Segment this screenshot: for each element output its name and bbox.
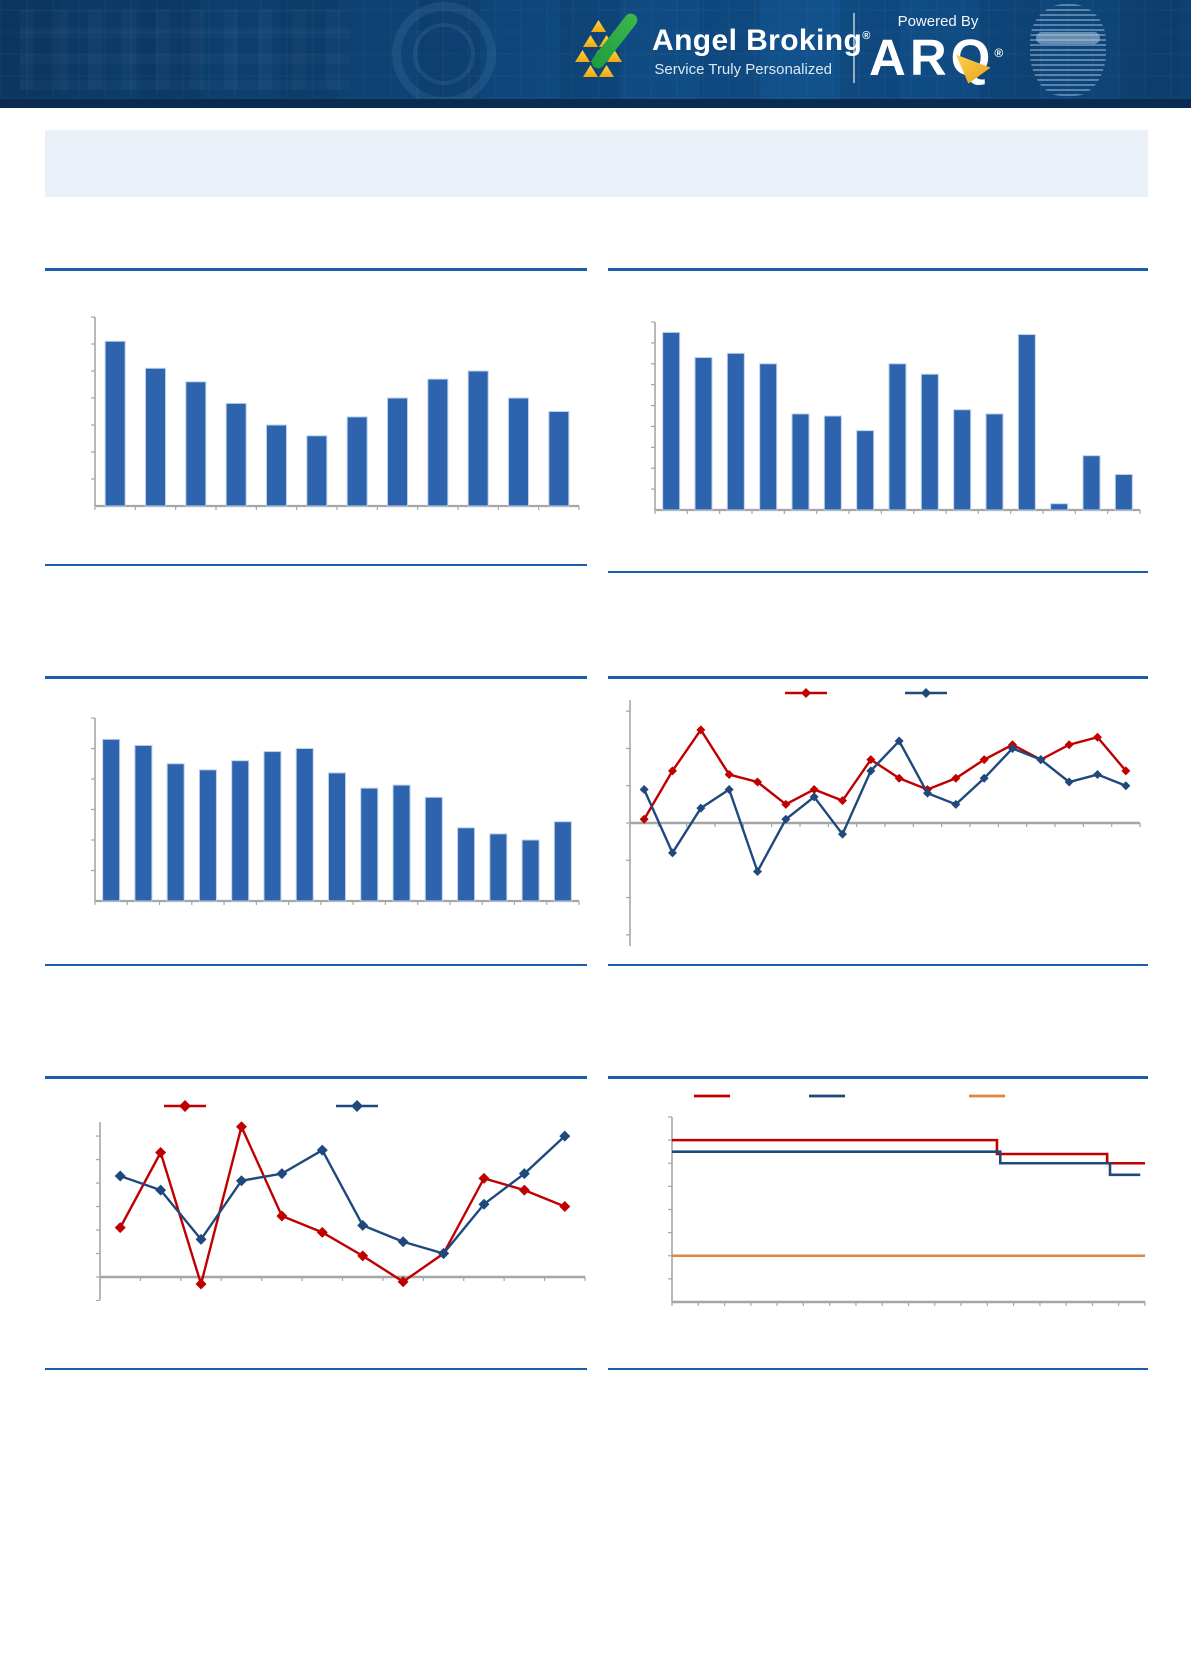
step-chart-bottom-right	[668, 1094, 1146, 1306]
chart-source-rule	[608, 571, 1148, 573]
chart-source-rule	[608, 1368, 1148, 1370]
bar-chart-middle-left	[91, 717, 580, 905]
digital-head-graphic	[1030, 4, 1106, 96]
logo-triangle	[591, 20, 606, 32]
chart-source-rule	[45, 964, 587, 966]
chart-header-rule	[45, 268, 587, 271]
bar-chart-top-right	[651, 321, 1141, 514]
logo-triangle	[583, 35, 598, 47]
powered-by-label: Powered By	[897, 13, 979, 30]
line-chart-middle-right	[626, 688, 1141, 946]
brand-name: Angel Broking®	[652, 24, 871, 57]
arq-logo: ARQ®	[869, 29, 1004, 86]
brand-tagline: Service Truly Personalized	[654, 61, 832, 78]
angel-broking-logo-icon	[568, 8, 650, 90]
header-banner: Angel Broking® Service Truly Personalize…	[0, 0, 1191, 99]
chart-header-rule	[608, 676, 1148, 679]
registered-mark: ®	[994, 46, 1004, 60]
chart-header-rule	[608, 1076, 1148, 1079]
chart-header-rule	[45, 676, 587, 679]
logo-triangle	[575, 50, 590, 62]
header-ring-decoration	[392, 2, 496, 99]
report-title-box	[45, 130, 1148, 197]
bar-chart-top-left	[91, 316, 580, 510]
chart-header-rule	[45, 1076, 587, 1079]
line-chart-bottom-left	[96, 1100, 586, 1302]
logo-green-slash	[589, 10, 640, 72]
header-bottom-strip	[0, 99, 1191, 108]
registered-mark: ®	[862, 30, 871, 42]
chart-source-rule	[45, 1368, 587, 1370]
chart-source-rule	[608, 964, 1148, 966]
header-divider	[853, 13, 855, 83]
chart-source-rule	[45, 564, 587, 566]
chart-header-rule	[608, 268, 1148, 271]
header-circuit-pattern	[20, 10, 350, 90]
